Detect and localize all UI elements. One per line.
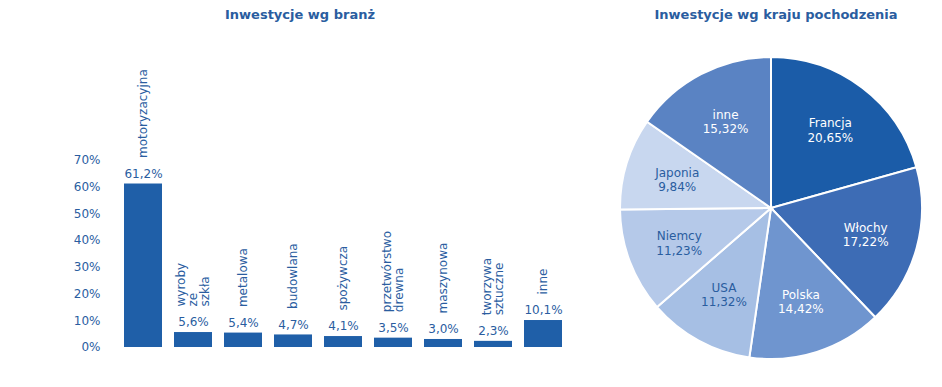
svg-text:metalowa: metalowa [236,248,250,307]
html-text:Inwestycje wg branż: Inwestycje wg branż [225,7,375,22]
svg-text:budowlana: budowlana [286,243,300,309]
svg-text:3,0%: 3,0% [428,322,459,336]
svg-text:3,5%: 3,5% [378,321,409,335]
svg-text:Japonia9,84%: Japonia9,84% [654,166,699,194]
svg-text:przetwórstwodrewna: przetwórstwodrewna [380,231,406,312]
svg-text:0%: 0% [81,340,100,354]
svg-text:2,3%: 2,3% [478,324,509,338]
svg-text:maszynowa: maszynowa [436,243,450,314]
svg-text:4,7%: 4,7% [278,318,309,332]
svg-text:10%: 10% [74,314,101,328]
svg-text:61,2%: 61,2% [124,167,162,181]
svg-text:inne: inne [536,269,550,295]
svg-text:50%: 50% [74,207,101,221]
svg-text:4,1%: 4,1% [328,319,359,333]
svg-text:inne15,32%: inne15,32% [703,108,749,136]
svg-text:70%: 70% [74,153,101,167]
html-text:Inwestycje wg kraju pochodzeni: Inwestycje wg kraju pochodzenia [654,7,898,22]
svg-text:Niemcy11,23%: Niemcy11,23% [656,229,702,257]
svg-text:USA11,32%: USA11,32% [701,281,747,309]
svg-text:spożywcza: spożywcza [336,246,350,311]
svg-text:40%: 40% [74,233,101,247]
svg-text:30%: 30% [74,260,101,274]
svg-text:5,4%: 5,4% [228,316,259,330]
svg-text:60%: 60% [74,180,101,194]
svg-text:20%: 20% [74,287,101,301]
svg-text:Włochy17,22%: Włochy17,22% [843,221,889,249]
svg-text:Polska14,42%: Polska14,42% [778,288,824,316]
svg-text:wyrobyzeszkła: wyrobyzeszkła [174,263,212,307]
svg-text:Francja20,65%: Francja20,65% [807,116,853,144]
svg-text:tworzywasztuczne: tworzywasztuczne [480,258,506,315]
svg-text:5,6%: 5,6% [178,315,209,329]
svg-text:10,1%: 10,1% [524,303,562,317]
svg-text:motoryzacyjna: motoryzacyjna [136,69,150,158]
